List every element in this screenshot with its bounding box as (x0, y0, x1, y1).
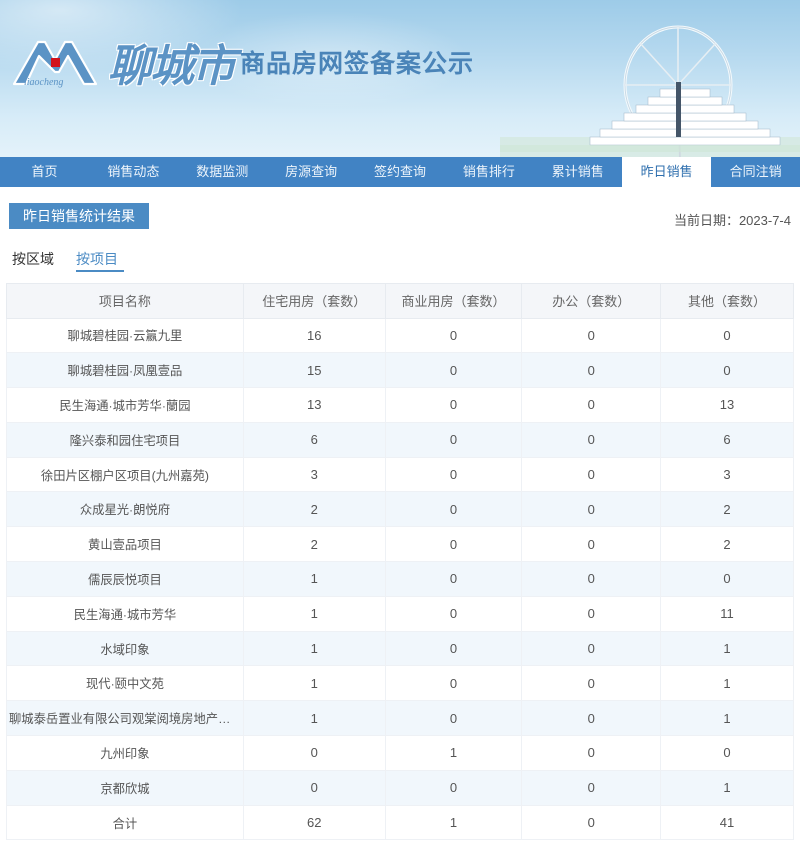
svg-text:liaocheng: liaocheng (24, 77, 63, 88)
